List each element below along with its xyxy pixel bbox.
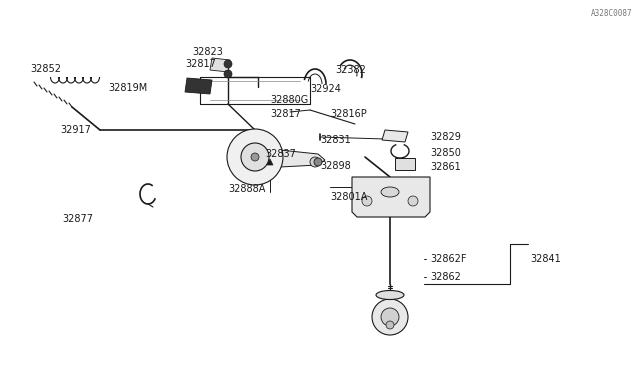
Text: 32819M: 32819M xyxy=(108,83,147,93)
Text: 32801A: 32801A xyxy=(330,192,367,202)
Circle shape xyxy=(227,129,283,185)
Text: 32862: 32862 xyxy=(430,272,461,282)
Circle shape xyxy=(314,158,322,166)
Polygon shape xyxy=(395,158,415,170)
Polygon shape xyxy=(352,177,430,217)
Polygon shape xyxy=(382,130,408,142)
Text: A328C0087: A328C0087 xyxy=(590,9,632,18)
Polygon shape xyxy=(267,159,273,165)
Text: 32831: 32831 xyxy=(320,135,351,145)
Text: 32850: 32850 xyxy=(430,148,461,158)
Circle shape xyxy=(386,321,394,329)
Text: 32382: 32382 xyxy=(335,65,366,75)
Circle shape xyxy=(372,299,408,335)
Text: 32816P: 32816P xyxy=(330,109,367,119)
Text: 32829: 32829 xyxy=(430,132,461,142)
Text: 32861: 32861 xyxy=(430,162,461,172)
Circle shape xyxy=(224,70,232,78)
Ellipse shape xyxy=(381,187,399,197)
Polygon shape xyxy=(255,150,325,167)
Text: 32888A: 32888A xyxy=(228,184,266,194)
Text: 32841: 32841 xyxy=(530,254,561,264)
Circle shape xyxy=(224,60,232,68)
Text: 32837: 32837 xyxy=(265,149,296,159)
Circle shape xyxy=(408,196,418,206)
Text: 32880G: 32880G xyxy=(270,95,308,105)
Circle shape xyxy=(362,196,372,206)
Circle shape xyxy=(251,153,259,161)
Text: 32817: 32817 xyxy=(270,109,301,119)
Circle shape xyxy=(381,308,399,326)
Text: 32852: 32852 xyxy=(30,64,61,74)
Polygon shape xyxy=(185,78,212,94)
Text: 32817: 32817 xyxy=(185,59,216,69)
Text: 32917: 32917 xyxy=(60,125,91,135)
Ellipse shape xyxy=(376,291,404,299)
Circle shape xyxy=(241,143,269,171)
Text: 32823: 32823 xyxy=(192,47,223,57)
Text: 32924: 32924 xyxy=(310,84,341,94)
Text: 32877: 32877 xyxy=(62,214,93,224)
Text: 32862F: 32862F xyxy=(430,254,467,264)
Circle shape xyxy=(310,157,320,167)
Polygon shape xyxy=(210,58,230,72)
Text: 32898: 32898 xyxy=(320,161,351,171)
